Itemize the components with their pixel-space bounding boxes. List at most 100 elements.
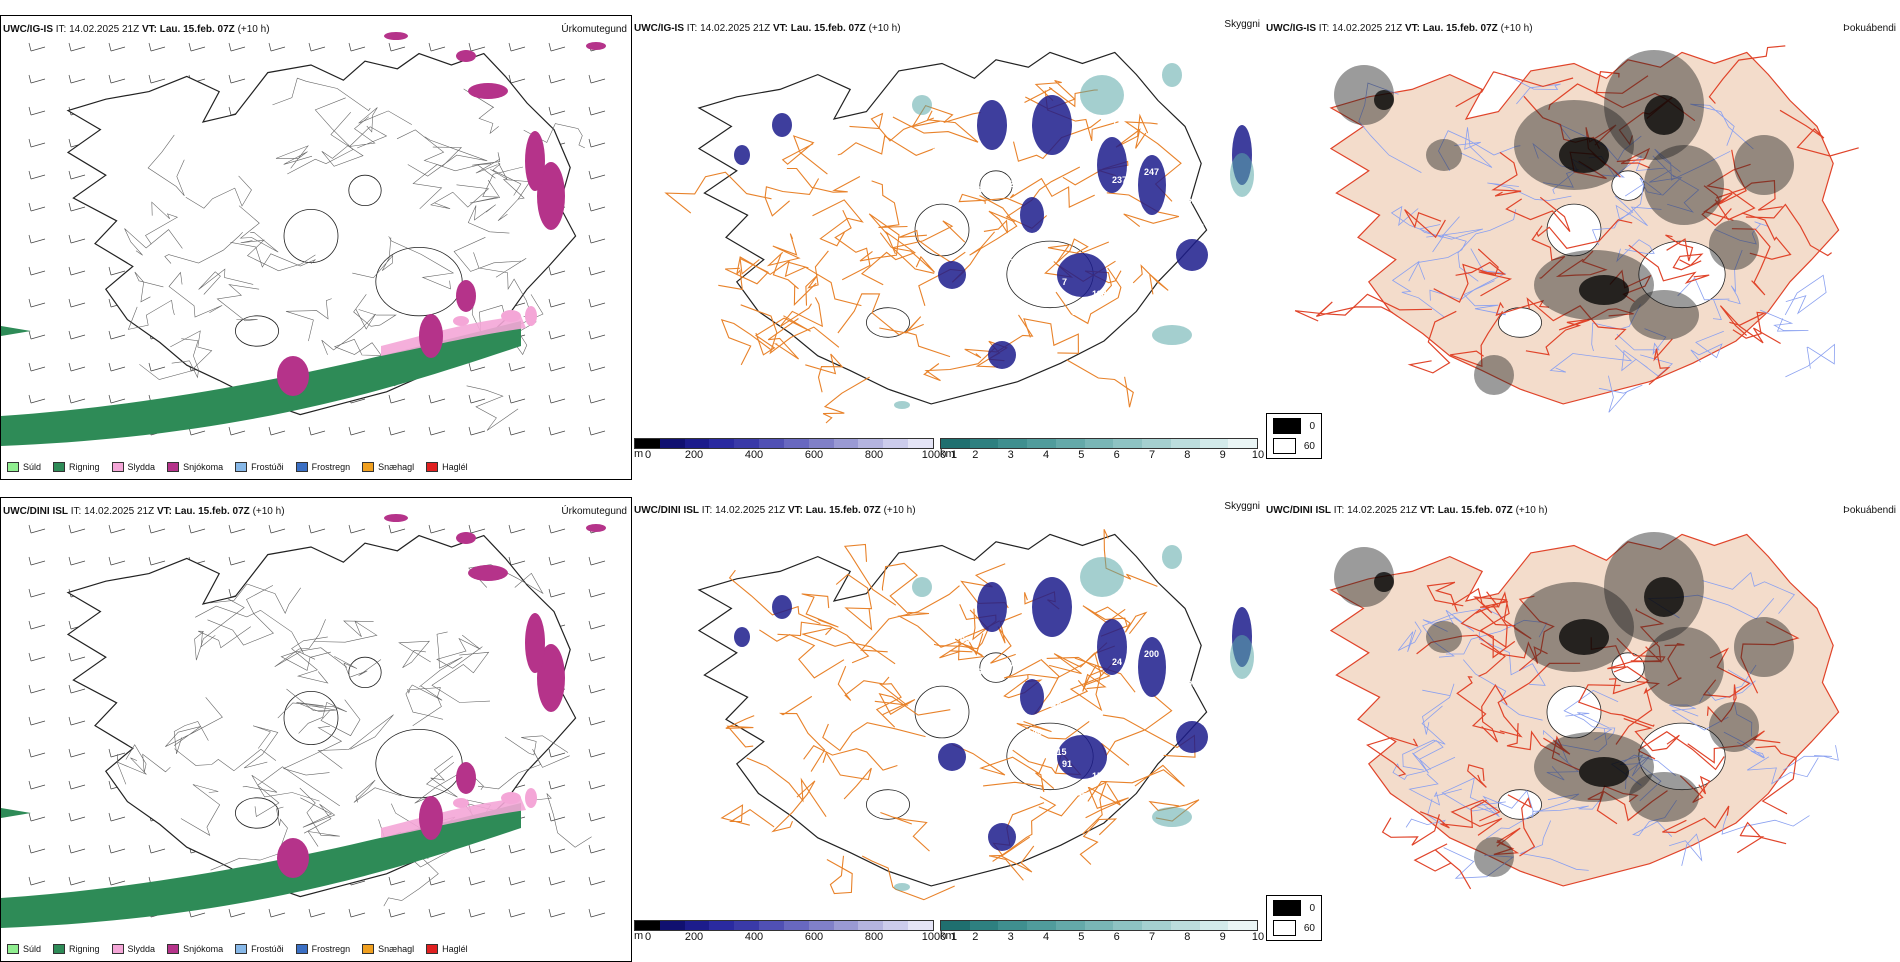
snow-area — [456, 762, 476, 794]
colorbar-segment — [969, 921, 999, 930]
road-line — [954, 620, 1000, 661]
road-line — [1577, 684, 1655, 727]
river-line — [1392, 756, 1456, 781]
wind-barb — [588, 234, 606, 244]
road-line — [240, 239, 316, 272]
road-line — [725, 715, 755, 748]
road-line — [861, 855, 955, 901]
model-name: UWC/DINI ISL — [634, 505, 699, 516]
low-visibility-area — [1162, 545, 1182, 569]
wind-barb — [108, 42, 126, 52]
road-line — [523, 123, 585, 149]
visibility-value-label: 91 — [1012, 711, 1022, 721]
colorbar-segment — [858, 439, 884, 448]
fog-area — [1709, 220, 1759, 270]
colorbar-unit: km — [940, 930, 955, 942]
road-line — [1049, 645, 1115, 675]
wind-barb — [588, 298, 606, 308]
wind-barb — [68, 234, 86, 244]
visibility-value-label: 92 — [1012, 229, 1022, 239]
river-line — [1714, 221, 1770, 245]
colorbar-segment — [659, 921, 685, 930]
snow-area — [419, 314, 443, 358]
river-line — [1614, 195, 1662, 227]
precip-legend-item: Snjókoma — [167, 462, 223, 472]
road-line — [209, 583, 301, 615]
visibility-value-label: 5 — [1152, 147, 1157, 157]
road-line — [168, 271, 223, 318]
wind-barb — [108, 330, 126, 340]
river-line — [1358, 82, 1422, 173]
road-line — [1638, 730, 1725, 771]
wind-barb — [28, 42, 46, 52]
road-line — [835, 573, 873, 631]
low-visibility-area — [1230, 635, 1254, 679]
wind-barb — [228, 556, 246, 566]
road-line — [282, 725, 343, 776]
road-line — [1665, 234, 1694, 262]
wind-barb — [508, 362, 526, 372]
precip-legend-item: Slydda — [111, 462, 155, 472]
glacier-outline — [234, 315, 279, 347]
road-line — [1003, 674, 1043, 699]
visibility-value-label: 118 — [1092, 289, 1107, 299]
legend-swatch — [7, 462, 19, 472]
wind-barb — [68, 556, 86, 566]
visibility-value-label: 8 — [977, 185, 982, 195]
river-line — [1402, 705, 1446, 771]
model-name: UWC/IG-IS — [1266, 23, 1316, 34]
fog-area — [1629, 772, 1699, 822]
wind-barb — [548, 266, 566, 276]
wind-barb — [468, 426, 486, 436]
ceiling-colorbar: 0 200 400 600 800 1000 m — [634, 920, 946, 945]
precip-legend-item: Frostregn — [295, 944, 350, 954]
snow-area — [384, 32, 408, 40]
river-line — [1390, 205, 1460, 238]
dense-fog-area — [1579, 757, 1629, 787]
dense-fog-area — [1374, 90, 1394, 110]
road-line — [174, 748, 277, 772]
road-line — [147, 134, 185, 196]
fog-area — [1426, 621, 1462, 653]
wind-barb — [588, 588, 606, 598]
road-line — [1460, 608, 1516, 659]
colorbar-tick-label: 4 — [1042, 449, 1050, 461]
river-line — [1785, 343, 1835, 378]
wind-barb — [68, 780, 86, 790]
low-ceiling-area — [977, 582, 1007, 632]
road-line — [272, 77, 371, 112]
road-line — [1479, 591, 1510, 649]
road-line — [1701, 185, 1732, 227]
visibility-value-label: 7 — [1062, 277, 1067, 287]
road-line — [353, 779, 402, 803]
wind-barb — [548, 362, 566, 372]
wind-barb — [588, 170, 606, 180]
wind-barb — [68, 812, 86, 822]
road-line — [230, 242, 316, 268]
road-line — [1543, 735, 1580, 771]
colorbar-segment — [883, 439, 909, 448]
road-line — [352, 237, 394, 279]
colorbar-segment — [759, 439, 784, 448]
wind-barb — [588, 138, 606, 148]
wind-barb — [548, 394, 566, 404]
road-line — [1616, 147, 1651, 169]
wind-barb — [28, 524, 46, 534]
wind-barb — [108, 844, 126, 854]
wind-barb — [548, 42, 566, 52]
visibility-value-label: 10 — [1002, 734, 1012, 744]
colorbar-unit: m — [634, 930, 644, 942]
wind-barb — [588, 266, 606, 276]
wind-barb — [108, 266, 126, 276]
road-line — [860, 585, 960, 653]
river-line — [1454, 127, 1493, 168]
road-line — [238, 205, 279, 253]
wind-barb — [108, 876, 126, 886]
road-line — [1480, 641, 1548, 664]
fog-key-label: 60 — [1303, 440, 1315, 452]
road-line — [472, 152, 501, 174]
legend-label: Snjókoma — [183, 462, 224, 472]
wind-barb — [548, 780, 566, 790]
wind-barb — [28, 620, 46, 630]
wind-barb — [588, 812, 606, 822]
